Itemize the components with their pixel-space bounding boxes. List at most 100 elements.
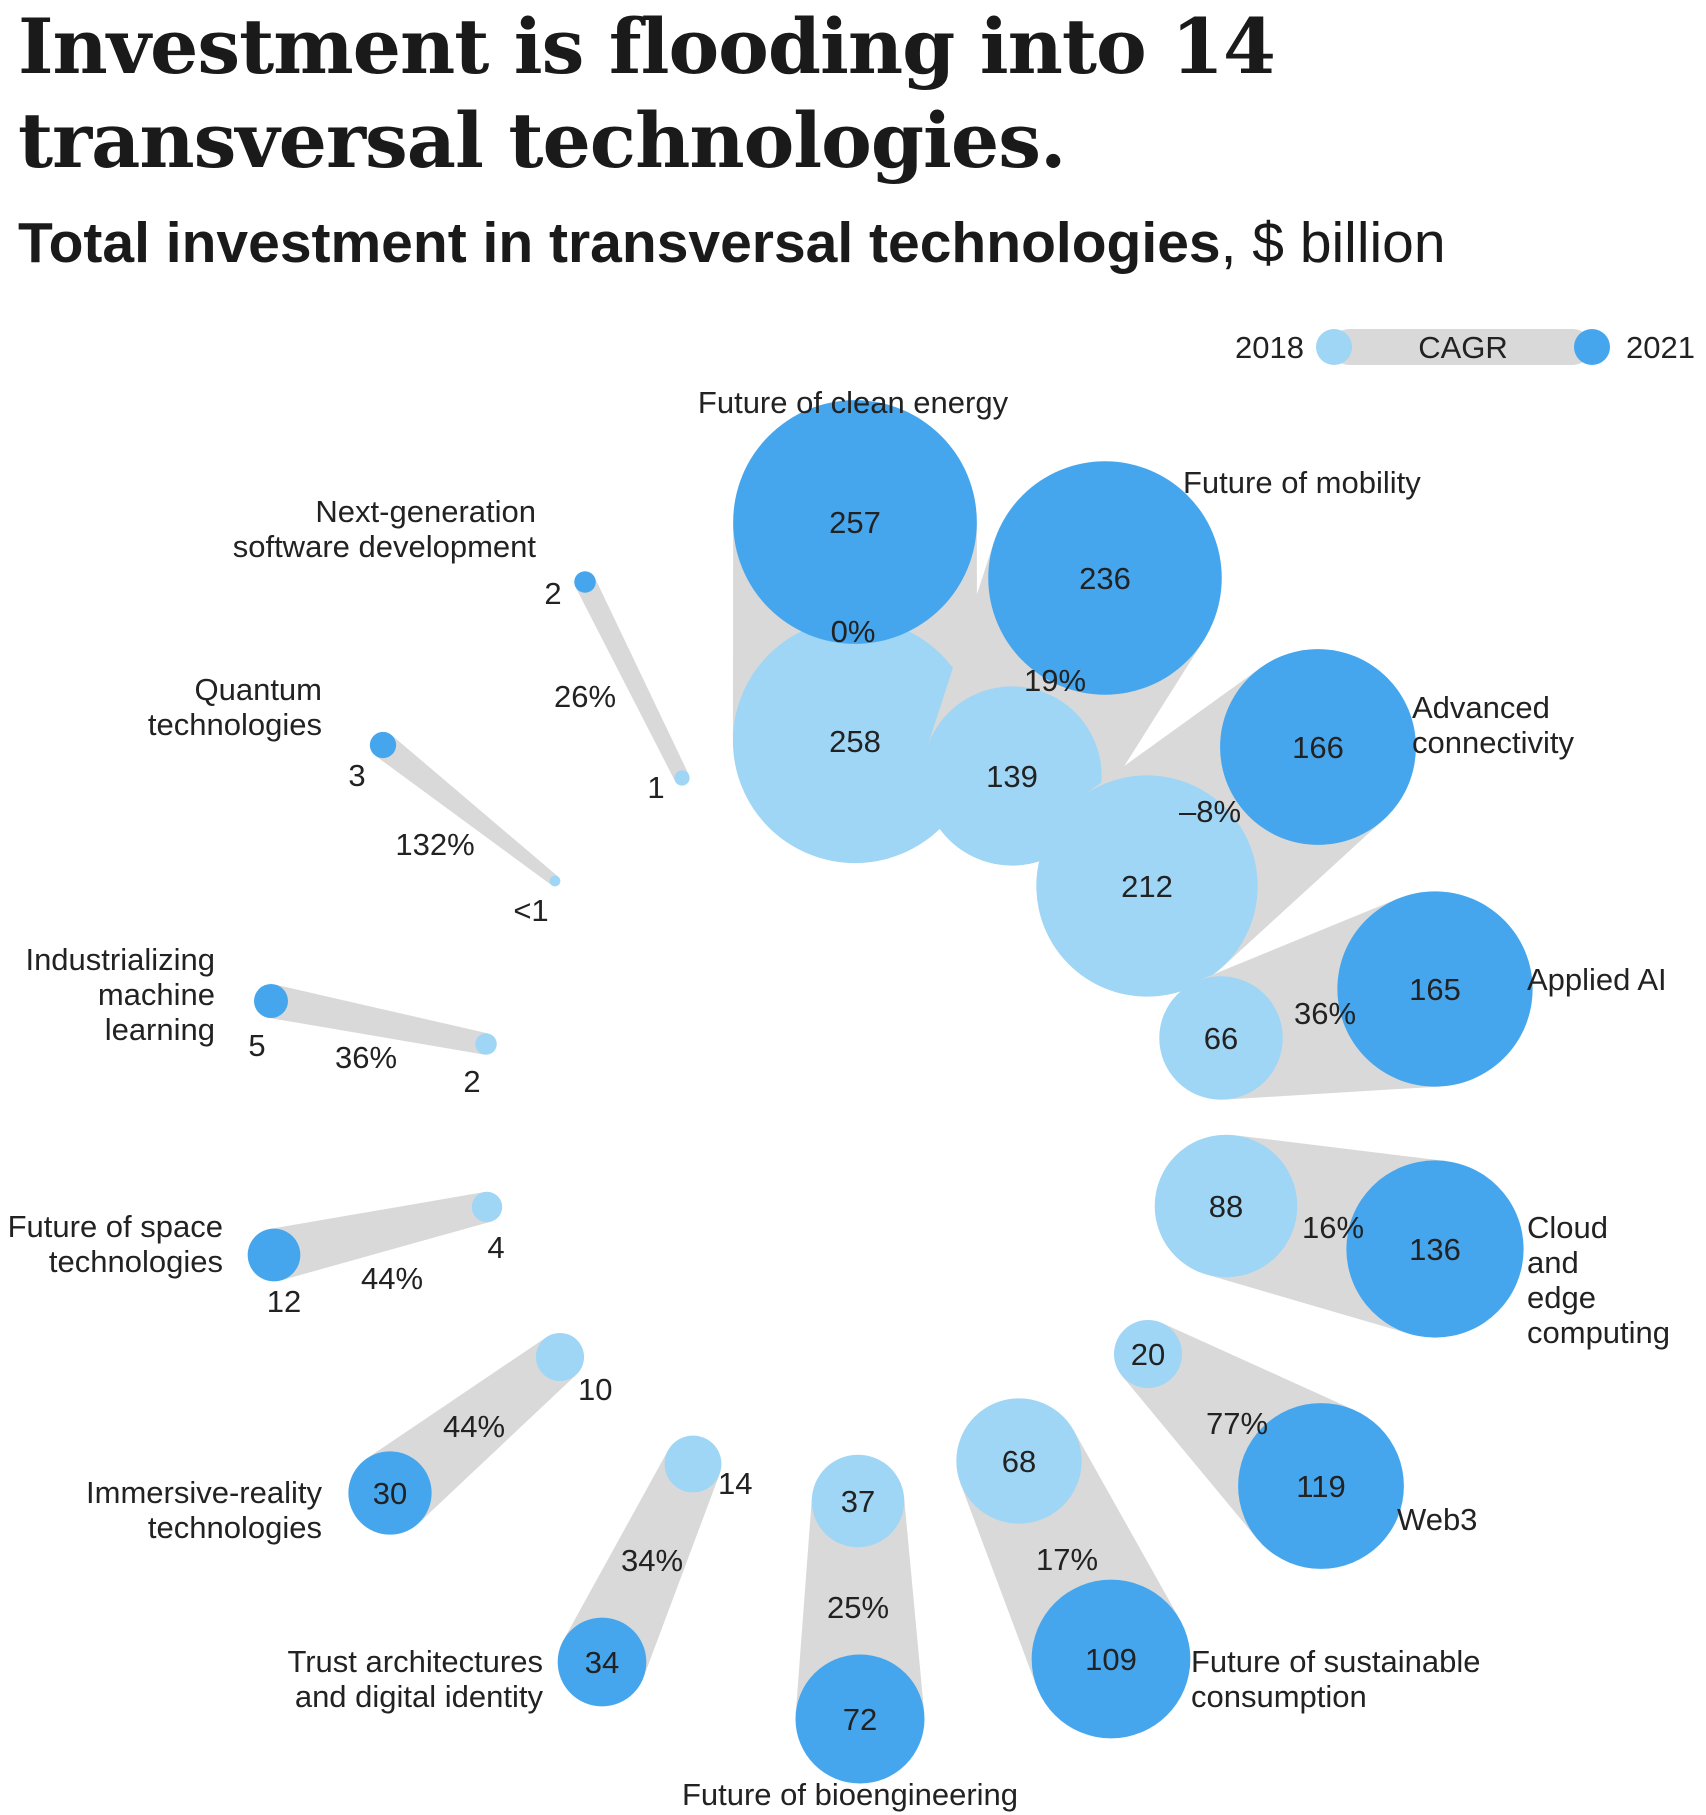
value-label-2018: 139 bbox=[986, 759, 1038, 794]
bubble-2021 bbox=[1031, 1579, 1191, 1739]
value-label-2021: 166 bbox=[1292, 730, 1344, 765]
value-label-2021: 2 bbox=[544, 576, 561, 611]
legend-cagr-label: CAGR bbox=[1418, 330, 1508, 365]
cagr-label: 77% bbox=[1206, 1406, 1268, 1441]
category-label-line: Future of mobility bbox=[1183, 465, 1421, 500]
category-label-line: Immersive-reality bbox=[86, 1475, 322, 1510]
value-label-2018: 10 bbox=[578, 1372, 612, 1407]
bubble-2018 bbox=[471, 1191, 503, 1223]
bubble-2021 bbox=[348, 1451, 432, 1535]
cagr-band bbox=[269, 1192, 492, 1281]
bubble-2018 bbox=[922, 686, 1102, 866]
category-label-line: technologies bbox=[148, 707, 322, 742]
bubble-pair: 37 72 25% bbox=[795, 1454, 925, 1784]
cagr-label: 16% bbox=[1302, 1210, 1364, 1245]
bubble-2021 bbox=[1346, 1160, 1524, 1338]
bubble-pairs: 2582570%13923619%212166–8%6616536%881361… bbox=[8, 385, 1670, 1812]
bubble-2021 bbox=[1220, 649, 1416, 845]
cagr-band bbox=[375, 734, 559, 886]
value-label-2018: 66 bbox=[1204, 1021, 1238, 1056]
subtitle-main: Total investment in transversal technolo… bbox=[18, 211, 1221, 275]
value-label-2021: 72 bbox=[843, 1702, 877, 1737]
bubble-pair: 4 12 44% bbox=[247, 1191, 505, 1319]
category-label-line: learning bbox=[105, 1012, 215, 1047]
bubble-pair: 258 257 0% bbox=[732, 400, 978, 864]
category-label: Web3 bbox=[1397, 1502, 1477, 1537]
bubble-2021 bbox=[557, 1617, 647, 1707]
bubble-2018 bbox=[535, 1332, 585, 1382]
bubble-2021 bbox=[1337, 891, 1533, 1087]
category-label-line: Future of bioengineering bbox=[682, 1777, 1018, 1812]
bubble-2021 bbox=[369, 731, 397, 759]
value-label-2018: 258 bbox=[829, 724, 881, 759]
bubble-2018 bbox=[674, 770, 690, 786]
bubble-2021 bbox=[254, 984, 288, 1018]
value-label-2021: 5 bbox=[248, 1028, 265, 1063]
category-label-line: Future of space bbox=[8, 1209, 223, 1244]
category-label-line: Cloud bbox=[1527, 1210, 1608, 1245]
category-label: Applied AI bbox=[1527, 962, 1667, 997]
legend-2021-swatch bbox=[1574, 329, 1610, 365]
category-label-line: Future of sustainable bbox=[1191, 1644, 1481, 1679]
cagr-label: 36% bbox=[335, 1040, 397, 1075]
cagr-label: 44% bbox=[361, 1261, 423, 1296]
cagr-label: 34% bbox=[621, 1543, 683, 1578]
bubble-2021 bbox=[795, 1654, 925, 1784]
cagr-label: 17% bbox=[1036, 1542, 1098, 1577]
category-label-line: Future of clean energy bbox=[698, 385, 1009, 420]
value-label-2021: 34 bbox=[585, 1645, 619, 1680]
bubble-2018 bbox=[956, 1398, 1082, 1524]
value-label-2021: 30 bbox=[373, 1476, 407, 1511]
bubble-pair: 2 5 36% bbox=[248, 984, 497, 1099]
cagr-label: 19% bbox=[1024, 663, 1086, 698]
category-label: Future of space technologies bbox=[8, 1209, 223, 1279]
category-label: Quantum technologies bbox=[148, 672, 322, 742]
bubble-pair: 68 109 17% bbox=[956, 1398, 1191, 1739]
value-label-2018: 212 bbox=[1121, 869, 1173, 904]
bubble-pair: 66 165 36% bbox=[1159, 891, 1533, 1100]
bubble-2018 bbox=[1036, 775, 1258, 997]
category-label-line: Advanced bbox=[1412, 690, 1550, 725]
chart-subtitle: Total investment in transversal technolo… bbox=[18, 208, 1446, 278]
value-label-2021: 136 bbox=[1409, 1232, 1461, 1267]
category-label-line: machine bbox=[98, 977, 215, 1012]
legend-cagr-band bbox=[1331, 329, 1591, 365]
legend-2018-label: 2018 bbox=[1235, 330, 1304, 365]
bubble-pair: 20 119 77% bbox=[1114, 1320, 1404, 1569]
category-label: Advanced connectivity bbox=[1412, 690, 1574, 760]
legend: 2018 CAGR 2021 bbox=[1235, 329, 1695, 365]
value-label-2021: 109 bbox=[1085, 1642, 1137, 1677]
value-label-2021: 119 bbox=[1296, 1469, 1345, 1504]
value-label-2018: 1 bbox=[647, 770, 664, 805]
value-label-2021: 165 bbox=[1409, 972, 1461, 1007]
category-label-line: Next-generation bbox=[315, 494, 536, 529]
category-label-line: software development bbox=[233, 529, 537, 564]
bubble-2018 bbox=[664, 1435, 722, 1493]
category-label-line: technologies bbox=[49, 1244, 223, 1279]
bubble-pair: 14 34 34% bbox=[557, 1435, 752, 1707]
category-label: Future of bioengineering bbox=[682, 1777, 1018, 1812]
bubble-2021 bbox=[247, 1228, 301, 1282]
category-label: Future of clean energy bbox=[698, 385, 1009, 420]
bubble-2018 bbox=[1114, 1320, 1182, 1388]
category-label-line: consumption bbox=[1191, 1679, 1367, 1714]
value-label-2018: 68 bbox=[1002, 1444, 1036, 1479]
value-label-2021: 3 bbox=[348, 758, 365, 793]
category-label: Cloud and edge computing bbox=[1527, 1210, 1670, 1350]
bubble-2018 bbox=[475, 1033, 497, 1055]
value-label-2018: 4 bbox=[487, 1230, 504, 1265]
cagr-label: 25% bbox=[827, 1590, 889, 1625]
bubble-pair: <1 3 132% bbox=[348, 731, 561, 928]
category-label-line: connectivity bbox=[1412, 725, 1574, 760]
category-label-line: computing bbox=[1527, 1315, 1670, 1350]
bubble-2018 bbox=[811, 1454, 905, 1548]
category-label-line: Quantum bbox=[194, 672, 322, 707]
value-label-2021: 257 bbox=[829, 505, 881, 540]
category-label: Trust architectures and digital identity bbox=[287, 1644, 543, 1714]
value-label-2018: 88 bbox=[1209, 1189, 1243, 1224]
category-label-line: Applied AI bbox=[1527, 962, 1667, 997]
category-label: Immersive-reality technologies bbox=[86, 1475, 322, 1545]
cagr-label: –8% bbox=[1179, 794, 1241, 829]
legend-2021-label: 2021 bbox=[1626, 330, 1695, 365]
